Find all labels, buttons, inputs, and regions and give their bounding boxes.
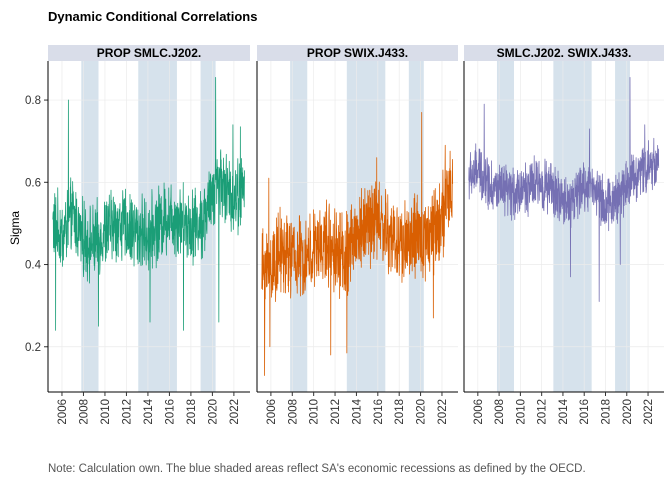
- x-tick-label: 2016: [373, 399, 385, 425]
- facet-panels: 0.2 0.4 0.6 0.8 PROP SMLC.J202. 2006 2008 2010 2…: [25, 45, 664, 425]
- panel-1: PROP SMLC.J202. 2006 2008 2010 2012 2014 2016 2…: [47, 45, 250, 425]
- recession-shade: [615, 61, 630, 392]
- strip-label: SMLC.J202. SWIX.J433.: [497, 46, 632, 60]
- y-tick-label: 0.4: [25, 260, 42, 272]
- panel-2: PROP SWIX.J433. 2006 2008 2010 2012 2014 2016 2…: [256, 45, 458, 425]
- series-line: [261, 112, 454, 376]
- strip-background: [464, 45, 664, 61]
- recession-shade: [496, 61, 514, 392]
- x-tick-label: 2006: [266, 399, 278, 425]
- recession-shade: [553, 61, 592, 392]
- x-tick-label: 2016: [579, 399, 591, 425]
- strip-background: [257, 45, 458, 61]
- x-tick-label: 2012: [121, 399, 133, 425]
- x-tick-label: 2018: [394, 399, 406, 425]
- x-tick-label: 2008: [494, 399, 506, 425]
- x-tick-label: 2008: [78, 399, 90, 425]
- x-tick-label: 2022: [229, 399, 241, 425]
- chart-title: Dynamic Conditional Correlations: [48, 9, 257, 24]
- strip-label: PROP SWIX.J433.: [307, 46, 408, 60]
- x-tick-label: 2020: [622, 399, 634, 425]
- y-axis: 0.2 0.4 0.6 0.8: [25, 95, 48, 354]
- x-tick-label: 2020: [207, 399, 219, 425]
- y-axis-title: Sigma: [8, 211, 22, 245]
- x-tick-label: 2020: [416, 399, 428, 425]
- x-tick-label: 2014: [143, 398, 155, 424]
- strip-background: [48, 45, 250, 61]
- x-tick-label: 2018: [600, 399, 612, 425]
- series-line: [52, 77, 246, 331]
- x-tick-label: 2010: [100, 399, 112, 425]
- recession-shade: [290, 61, 308, 392]
- y-tick-label: 0.8: [25, 95, 41, 107]
- x-tick-label: 2022: [437, 399, 449, 425]
- x-tick-label: 2010: [309, 399, 321, 425]
- y-tick-label: 0.2: [25, 342, 41, 354]
- x-tick-label: 2006: [57, 399, 69, 425]
- x-tick-label: 2008: [287, 399, 299, 425]
- x-tick-label: 2012: [537, 399, 549, 425]
- x-tick-label: 2016: [164, 399, 176, 425]
- chart-caption: Note: Calculation own. The blue shaded a…: [48, 463, 586, 475]
- panel-3: SMLC.J202. SWIX.J433. 2006 2008 2010 2012 201…: [463, 45, 664, 425]
- x-tick-label: 2014: [351, 398, 363, 424]
- x-tick-label: 2014: [558, 398, 570, 424]
- recession-shade: [200, 61, 216, 392]
- x-tick-label: 2022: [643, 399, 655, 425]
- strip-label: PROP SMLC.J202.: [97, 46, 201, 60]
- x-tick-label: 2010: [515, 399, 527, 425]
- x-tick-label: 2012: [330, 399, 342, 425]
- x-tick-label: 2018: [186, 399, 198, 425]
- x-tick-label: 2006: [473, 399, 485, 425]
- y-tick-label: 0.6: [25, 177, 41, 189]
- series-line: [468, 77, 660, 302]
